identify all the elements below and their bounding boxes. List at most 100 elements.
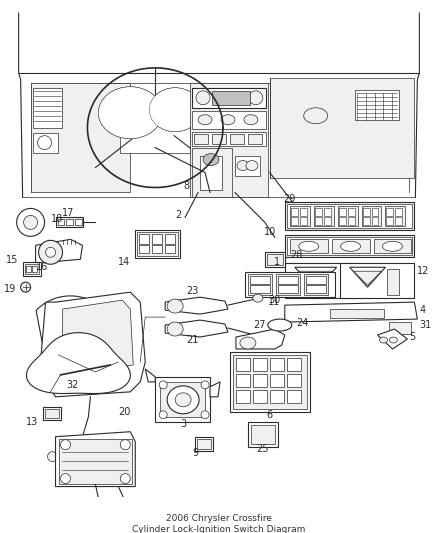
Bar — [152, 235, 162, 244]
Bar — [278, 276, 298, 284]
Bar — [233, 355, 307, 409]
Ellipse shape — [175, 393, 191, 407]
Ellipse shape — [253, 333, 263, 341]
Ellipse shape — [382, 241, 403, 251]
Bar — [291, 208, 298, 216]
Bar — [332, 239, 370, 253]
Ellipse shape — [60, 440, 71, 450]
Ellipse shape — [379, 337, 388, 343]
Bar — [287, 237, 413, 255]
Ellipse shape — [157, 94, 193, 125]
Ellipse shape — [39, 240, 63, 264]
Bar — [285, 263, 355, 298]
Bar — [253, 374, 267, 387]
Bar — [290, 239, 328, 253]
Polygon shape — [236, 329, 285, 349]
Bar — [31, 83, 130, 192]
Bar — [253, 390, 267, 403]
Bar — [314, 208, 321, 216]
Bar — [248, 274, 272, 295]
Bar — [290, 206, 310, 227]
Text: 5: 5 — [410, 332, 416, 342]
Polygon shape — [378, 329, 407, 349]
Bar — [192, 88, 266, 108]
Polygon shape — [145, 369, 155, 382]
Bar — [57, 220, 64, 225]
Ellipse shape — [299, 241, 319, 251]
Bar — [56, 217, 83, 228]
Text: 6: 6 — [267, 410, 273, 420]
Bar — [276, 274, 300, 295]
Bar — [330, 309, 385, 318]
Bar — [45, 409, 59, 418]
Bar — [235, 156, 260, 175]
Polygon shape — [56, 432, 135, 487]
Ellipse shape — [167, 299, 183, 313]
Bar — [287, 390, 301, 403]
Bar — [371, 208, 378, 216]
Bar — [314, 217, 321, 225]
Bar — [230, 352, 310, 412]
Bar — [212, 134, 226, 143]
Bar — [339, 217, 346, 225]
Ellipse shape — [99, 87, 162, 139]
Bar — [339, 208, 346, 216]
Bar — [363, 208, 370, 216]
Text: 32: 32 — [66, 380, 79, 390]
Bar — [300, 208, 307, 216]
Text: 28: 28 — [290, 251, 302, 260]
Text: 23: 23 — [186, 286, 198, 296]
Ellipse shape — [201, 381, 209, 389]
Bar — [385, 206, 406, 227]
Text: 14: 14 — [118, 257, 130, 267]
Polygon shape — [35, 239, 82, 263]
Ellipse shape — [24, 215, 38, 229]
Bar — [248, 422, 278, 447]
Polygon shape — [165, 320, 228, 337]
Bar — [285, 236, 414, 257]
Bar — [245, 272, 335, 297]
Ellipse shape — [46, 247, 56, 257]
Bar — [75, 220, 82, 225]
Text: 19: 19 — [4, 284, 17, 294]
Bar — [192, 132, 266, 146]
Polygon shape — [63, 300, 133, 375]
Bar — [285, 203, 414, 230]
Ellipse shape — [108, 94, 152, 131]
Bar — [200, 156, 222, 190]
Polygon shape — [350, 267, 385, 287]
Bar — [265, 252, 285, 267]
Bar — [212, 91, 250, 105]
Bar — [236, 358, 250, 371]
Bar — [236, 390, 250, 403]
Bar — [396, 208, 403, 216]
Ellipse shape — [159, 381, 167, 389]
Bar — [287, 358, 301, 371]
Text: 3: 3 — [180, 419, 186, 429]
Bar — [300, 217, 307, 225]
Bar — [139, 245, 149, 253]
Bar — [355, 90, 399, 120]
Bar — [324, 217, 331, 225]
Ellipse shape — [221, 115, 235, 125]
Bar — [270, 78, 414, 177]
Bar — [250, 285, 270, 293]
Bar — [152, 245, 162, 253]
Ellipse shape — [244, 115, 258, 125]
Bar — [192, 148, 232, 197]
Bar — [338, 206, 357, 227]
Bar — [304, 274, 328, 295]
Text: 17: 17 — [62, 208, 74, 219]
Bar — [306, 285, 326, 293]
Text: 11: 11 — [268, 297, 280, 307]
Text: 15: 15 — [6, 255, 19, 265]
Bar — [251, 425, 275, 443]
Polygon shape — [36, 296, 115, 378]
Bar — [139, 235, 149, 244]
Bar — [396, 217, 403, 225]
Bar — [137, 232, 178, 256]
Text: 9: 9 — [192, 448, 198, 458]
Bar — [42, 407, 60, 420]
Text: 1: 1 — [274, 257, 280, 267]
Text: 13: 13 — [26, 417, 39, 427]
